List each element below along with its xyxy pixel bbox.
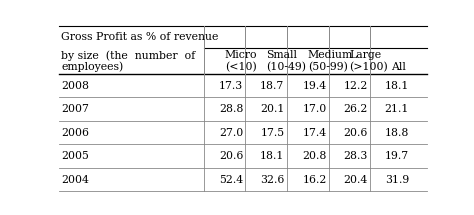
Text: 27.0: 27.0 — [219, 127, 243, 138]
Text: Medium: Medium — [308, 50, 353, 60]
Text: 32.6: 32.6 — [260, 175, 284, 185]
Text: 18.1: 18.1 — [384, 81, 409, 91]
Text: 16.2: 16.2 — [302, 175, 327, 185]
Text: 21.1: 21.1 — [384, 104, 409, 114]
Text: 20.8: 20.8 — [302, 151, 327, 161]
Text: Small: Small — [266, 50, 297, 60]
Text: 17.4: 17.4 — [302, 127, 327, 138]
Text: 20.6: 20.6 — [344, 127, 368, 138]
Text: 18.8: 18.8 — [384, 127, 409, 138]
Text: 2007: 2007 — [61, 104, 89, 114]
Text: 20.6: 20.6 — [219, 151, 243, 161]
Text: 2008: 2008 — [61, 81, 89, 91]
Text: 19.4: 19.4 — [302, 81, 327, 91]
Text: 17.3: 17.3 — [219, 81, 243, 91]
Text: (10-49): (10-49) — [266, 61, 306, 72]
Text: (50-99): (50-99) — [308, 61, 347, 72]
Text: 2006: 2006 — [61, 127, 89, 138]
Text: 31.9: 31.9 — [385, 175, 409, 185]
Text: 2004: 2004 — [61, 175, 89, 185]
Text: 20.4: 20.4 — [344, 175, 368, 185]
Text: 17.0: 17.0 — [302, 104, 327, 114]
Text: employees): employees) — [61, 61, 123, 72]
Text: 28.3: 28.3 — [344, 151, 368, 161]
Text: 18.1: 18.1 — [260, 151, 284, 161]
Text: 18.7: 18.7 — [260, 81, 284, 91]
Text: 52.4: 52.4 — [219, 175, 243, 185]
Text: Gross Profit as % of revenue: Gross Profit as % of revenue — [61, 32, 219, 42]
Text: 17.5: 17.5 — [260, 127, 284, 138]
Text: 28.8: 28.8 — [219, 104, 243, 114]
Text: 20.1: 20.1 — [260, 104, 284, 114]
Text: Micro: Micro — [225, 50, 257, 60]
Text: (>100): (>100) — [349, 61, 388, 72]
Text: All: All — [391, 62, 405, 72]
Text: by size  (the  number  of: by size (the number of — [61, 50, 195, 61]
Text: 2005: 2005 — [61, 151, 89, 161]
Text: 12.2: 12.2 — [344, 81, 368, 91]
Text: (<10): (<10) — [225, 61, 257, 72]
Text: Large: Large — [349, 50, 382, 60]
Text: 26.2: 26.2 — [344, 104, 368, 114]
Text: 19.7: 19.7 — [385, 151, 409, 161]
